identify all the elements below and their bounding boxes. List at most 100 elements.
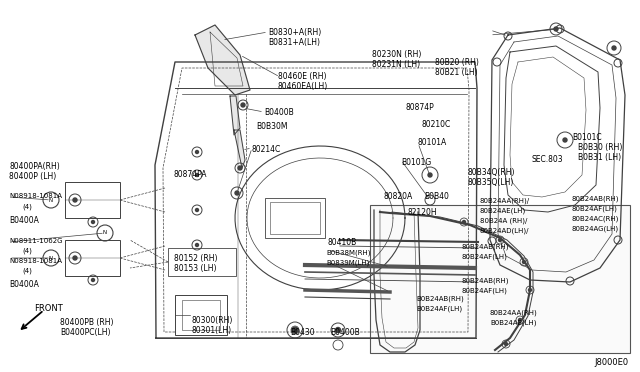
Circle shape xyxy=(195,151,198,154)
Text: N08918-1081A: N08918-1081A xyxy=(9,258,62,264)
Circle shape xyxy=(241,103,245,107)
Text: B0831+A(LH): B0831+A(LH) xyxy=(268,38,320,47)
Text: 80B24AF(LH): 80B24AF(LH) xyxy=(461,288,507,295)
Circle shape xyxy=(554,27,558,31)
Text: 80B24AG(LH): 80B24AG(LH) xyxy=(571,225,618,231)
Text: N08918-1081A: N08918-1081A xyxy=(9,193,62,199)
Bar xyxy=(265,198,325,238)
Text: 80210C: 80210C xyxy=(422,120,451,129)
Bar xyxy=(65,240,120,276)
Text: 80B20 (RH): 80B20 (RH) xyxy=(435,58,479,67)
Text: N: N xyxy=(49,256,53,260)
Circle shape xyxy=(529,289,531,292)
Text: (4): (4) xyxy=(22,248,32,254)
Bar xyxy=(175,295,227,335)
Text: 80152 (RH): 80152 (RH) xyxy=(174,254,218,263)
Text: B0B38M(RH): B0B38M(RH) xyxy=(326,249,371,256)
Text: 80460E (RH): 80460E (RH) xyxy=(278,72,326,81)
Text: 80400P (LH): 80400P (LH) xyxy=(9,172,56,181)
Circle shape xyxy=(522,260,525,263)
Circle shape xyxy=(235,191,239,195)
Text: B0B30 (RH): B0B30 (RH) xyxy=(578,143,622,152)
Text: 80B34Q(RH): 80B34Q(RH) xyxy=(468,168,515,177)
Text: B0400B: B0400B xyxy=(330,328,360,337)
Circle shape xyxy=(73,198,77,202)
Text: FRONT: FRONT xyxy=(34,304,63,313)
Text: N08911-1062G: N08911-1062G xyxy=(9,238,63,244)
Text: 80101A: 80101A xyxy=(418,138,447,147)
Text: B0430: B0430 xyxy=(290,328,315,337)
Text: 80874P: 80874P xyxy=(406,103,435,112)
Circle shape xyxy=(73,256,77,260)
Circle shape xyxy=(612,46,616,50)
Text: 80301(LH): 80301(LH) xyxy=(192,326,232,335)
Text: J8000E0: J8000E0 xyxy=(594,358,628,367)
Text: 80B24A (RH)/: 80B24A (RH)/ xyxy=(480,218,527,224)
Text: B0B31 (LH): B0B31 (LH) xyxy=(578,153,621,162)
Circle shape xyxy=(92,221,95,224)
Text: B0830+A(RH): B0830+A(RH) xyxy=(268,28,321,37)
Circle shape xyxy=(499,238,502,241)
Text: B0400B: B0400B xyxy=(264,108,294,117)
Circle shape xyxy=(195,244,198,247)
Text: 80400PA(RH): 80400PA(RH) xyxy=(9,162,60,171)
Bar xyxy=(168,248,236,276)
Text: 80B24AD(LH)/: 80B24AD(LH)/ xyxy=(480,228,529,234)
Text: 80230N (RH): 80230N (RH) xyxy=(372,50,421,59)
Text: 80B24AB(RH): 80B24AB(RH) xyxy=(461,278,509,285)
Circle shape xyxy=(428,173,432,177)
Circle shape xyxy=(504,343,508,346)
Circle shape xyxy=(518,318,522,321)
Polygon shape xyxy=(195,25,250,95)
Bar xyxy=(270,202,320,234)
Text: 80231N (LH): 80231N (LH) xyxy=(372,60,420,69)
Text: 80874PA: 80874PA xyxy=(174,170,207,179)
Text: 80300(RH): 80300(RH) xyxy=(192,316,234,325)
Text: B0B40: B0B40 xyxy=(424,192,449,201)
Text: N: N xyxy=(49,198,53,202)
Text: 80400PB (RH): 80400PB (RH) xyxy=(60,318,113,327)
Text: B0B24AE(LH): B0B24AE(LH) xyxy=(490,320,536,327)
Text: 80B24AF(LH): 80B24AF(LH) xyxy=(571,206,617,212)
Bar xyxy=(182,300,220,330)
Circle shape xyxy=(238,166,242,170)
Text: 80214C: 80214C xyxy=(252,145,281,154)
Text: 80B35Q(LH): 80B35Q(LH) xyxy=(468,178,515,187)
Text: 80410B: 80410B xyxy=(328,238,357,247)
Circle shape xyxy=(92,279,95,282)
Text: SEC.803: SEC.803 xyxy=(532,155,564,164)
Text: 80820A: 80820A xyxy=(384,192,413,201)
Text: 80153 (LH): 80153 (LH) xyxy=(174,264,216,273)
Bar xyxy=(370,205,630,353)
Circle shape xyxy=(563,138,567,142)
Text: B0400A: B0400A xyxy=(9,280,39,289)
Text: (4): (4) xyxy=(22,268,32,275)
Circle shape xyxy=(195,208,198,212)
Text: N: N xyxy=(103,231,107,235)
Text: (4): (4) xyxy=(22,203,32,209)
Text: 80B21 (LH): 80B21 (LH) xyxy=(435,68,477,77)
Text: 80B24AE(LH): 80B24AE(LH) xyxy=(480,208,526,215)
Text: B0B24AB(RH): B0B24AB(RH) xyxy=(416,296,464,302)
Text: 80B24AA(RH): 80B24AA(RH) xyxy=(490,310,538,317)
Text: 80B24AB(RH): 80B24AB(RH) xyxy=(571,196,618,202)
Text: B0B24AF(LH): B0B24AF(LH) xyxy=(416,306,462,312)
Bar xyxy=(65,182,120,218)
Circle shape xyxy=(463,221,465,224)
Text: B0839M(LH): B0839M(LH) xyxy=(326,259,369,266)
Text: B0400PC(LH): B0400PC(LH) xyxy=(60,328,111,337)
Text: B0400A: B0400A xyxy=(9,216,39,225)
Text: 80B24AA(RH)/: 80B24AA(RH)/ xyxy=(480,198,530,205)
Text: 82120H: 82120H xyxy=(408,208,438,217)
Circle shape xyxy=(195,173,198,176)
Text: B0101C: B0101C xyxy=(572,133,602,142)
Text: 80B24AF(LH): 80B24AF(LH) xyxy=(461,254,507,260)
Text: 80B24AB(RH): 80B24AB(RH) xyxy=(461,244,509,250)
Text: B0B30M: B0B30M xyxy=(256,122,287,131)
Circle shape xyxy=(292,327,298,333)
Polygon shape xyxy=(234,130,245,168)
Text: 80B24AC(RH): 80B24AC(RH) xyxy=(571,215,618,221)
Polygon shape xyxy=(230,96,240,135)
Text: 80460EA(LH): 80460EA(LH) xyxy=(278,82,328,91)
Circle shape xyxy=(335,327,340,333)
